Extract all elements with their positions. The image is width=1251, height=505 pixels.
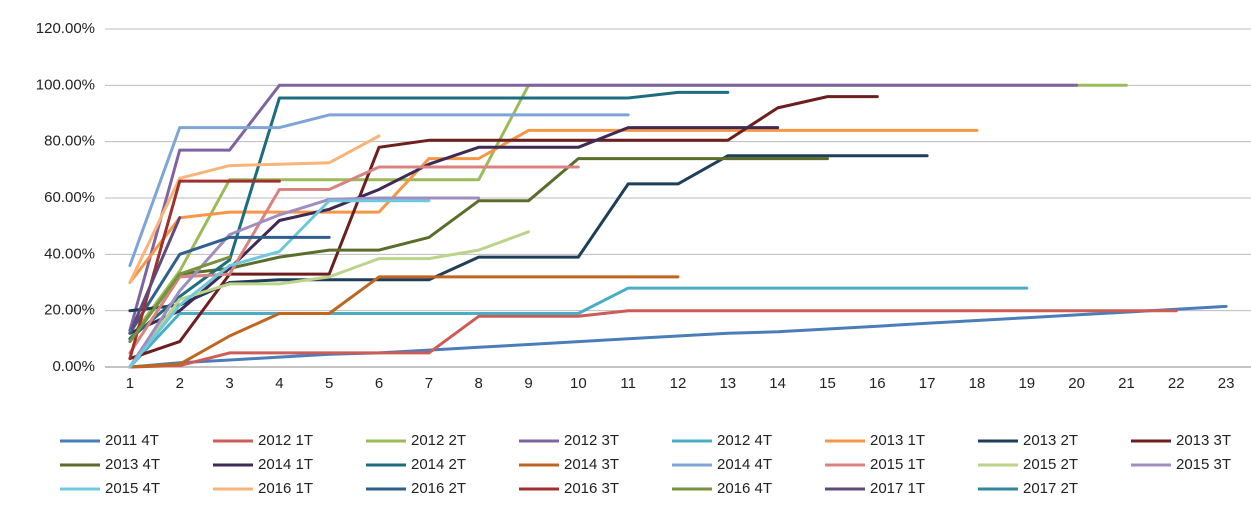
x-tick-label: 7 <box>425 375 433 392</box>
x-tick-label: 23 <box>1218 375 1235 392</box>
series-line <box>128 179 281 361</box>
legend-label: 2017 2T <box>1023 480 1078 497</box>
x-tick-label: 10 <box>570 375 587 392</box>
legend-label: 2015 3T <box>1176 456 1231 473</box>
series-line <box>128 113 630 268</box>
x-tick-label: 22 <box>1168 375 1185 392</box>
series-line <box>128 286 1029 369</box>
x-tick-label: 17 <box>919 375 936 392</box>
legend-label: 2014 4T <box>717 456 772 473</box>
x-tick-label: 2 <box>176 375 184 392</box>
legend-label: 2013 1T <box>870 432 925 449</box>
series-line <box>128 157 829 344</box>
x-tick-label: 4 <box>275 375 283 392</box>
legend-label: 2013 3T <box>1176 432 1231 449</box>
series-line <box>128 230 530 369</box>
x-tick-label: 20 <box>1068 375 1085 392</box>
series-line <box>128 90 730 341</box>
series-line <box>128 128 979 284</box>
x-tick-label: 8 <box>475 375 483 392</box>
legend-label: 2012 4T <box>717 432 772 449</box>
x-tick-label: 5 <box>325 375 333 392</box>
series-line <box>128 216 182 335</box>
x-tick-label: 14 <box>769 375 786 392</box>
x-tick-label: 12 <box>670 375 687 392</box>
legend-label: 2014 2T <box>411 456 466 473</box>
series-line <box>128 304 1228 369</box>
y-tick-label: 120.00% <box>36 20 95 37</box>
legend-label: 2011 4T <box>105 432 159 449</box>
y-tick-label: 40.00% <box>44 245 95 262</box>
series-line <box>128 255 232 344</box>
legend-label: 2012 3T <box>564 432 619 449</box>
legend-label: 2013 4T <box>105 456 160 473</box>
legend-label: 2012 1T <box>258 432 313 449</box>
legend-label: 2014 3T <box>564 456 619 473</box>
legend-label: 2014 1T <box>258 456 313 473</box>
legend-label: 2015 4T <box>105 480 160 497</box>
series-line <box>128 83 1079 332</box>
series-line <box>128 154 929 313</box>
series-line <box>128 196 481 369</box>
x-tick-label: 13 <box>719 375 736 392</box>
y-tick-label: 0.00% <box>52 358 95 375</box>
legend-label: 2017 1T <box>870 480 925 497</box>
legend-label: 2015 2T <box>1023 456 1078 473</box>
series-line <box>128 165 580 355</box>
legend-label: 2016 4T <box>717 480 772 497</box>
x-tick-label: 21 <box>1118 375 1135 392</box>
x-tick-label: 6 <box>375 375 383 392</box>
series-line <box>128 235 331 335</box>
y-tick-label: 60.00% <box>44 189 95 206</box>
x-tick-label: 15 <box>819 375 836 392</box>
y-tick-label: 20.00% <box>44 302 95 319</box>
y-tick-label: 100.00% <box>36 76 95 93</box>
x-tick-label: 18 <box>969 375 986 392</box>
x-tick-label: 11 <box>620 375 636 392</box>
x-tick-label: 16 <box>869 375 886 392</box>
x-tick-label: 19 <box>1018 375 1035 392</box>
series-line <box>128 199 431 369</box>
legend-label: 2016 2T <box>411 480 466 497</box>
series-line <box>128 134 381 284</box>
series-line <box>128 309 1178 369</box>
legend-label: 2012 2T <box>411 432 466 449</box>
legend-label: 2016 1T <box>258 480 313 497</box>
legend-label: 2016 3T <box>564 480 619 497</box>
x-tick-label: 3 <box>225 375 233 392</box>
series-line <box>128 95 879 361</box>
legend-label: 2015 1T <box>870 456 925 473</box>
x-tick-label: 1 <box>126 375 134 392</box>
y-tick-label: 80.00% <box>44 133 95 150</box>
x-tick-label: 9 <box>524 375 532 392</box>
series-line <box>128 275 680 369</box>
legend-label: 2013 2T <box>1023 432 1078 449</box>
